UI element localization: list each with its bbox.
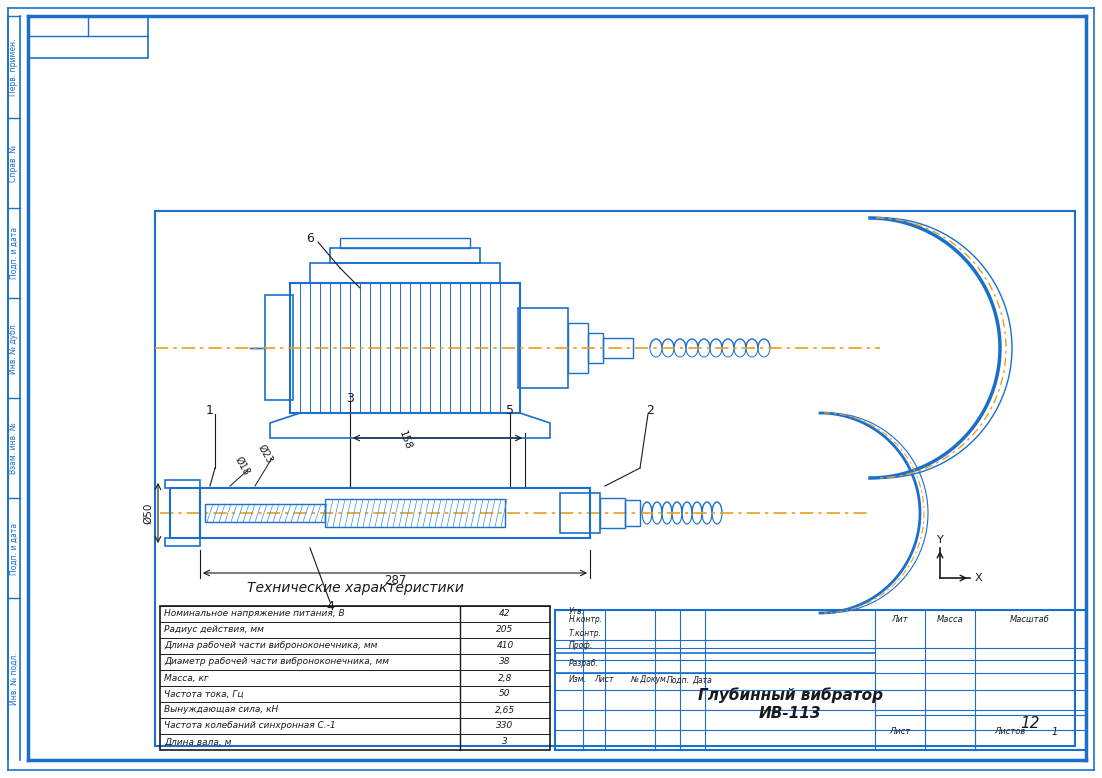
Text: 158: 158 [397,429,413,451]
Bar [625,500,640,526]
Text: Технические характеристики: Технические характеристики [247,581,464,595]
Bar [325,499,505,527]
Text: Масса, кг: Масса, кг [164,674,208,682]
Text: Глубинный вибратор: Глубинный вибратор [698,687,883,703]
Bar [199,488,590,538]
Bar [155,211,1074,746]
Text: № Докум.: № Докум. [630,675,668,685]
Text: Частота колебаний синхронная С.-1: Частота колебаний синхронная С.-1 [164,721,336,731]
Text: Инв. № дубл.: Инв. № дубл. [10,322,19,374]
Text: Листов: Листов [994,727,1026,737]
Text: X: X [974,573,982,583]
Text: Вынуждающая сила, кН: Вынуждающая сила, кН [164,706,278,714]
Text: Дата: Дата [692,675,712,685]
Text: Инв. № подл.: Инв. № подл. [10,653,19,706]
Text: Подп. и дата: Подп. и дата [10,227,19,279]
Text: ИВ-113: ИВ-113 [758,706,821,720]
Text: Y: Y [937,535,943,545]
Text: 3: 3 [503,738,508,747]
Text: 410: 410 [496,642,514,650]
Bar [518,308,568,388]
Text: Ø50: Ø50 [143,503,153,524]
Text: Диаметр рабочей части виброноконечника, мм: Диаметр рабочей части виброноконечника, … [164,657,389,667]
Bar [290,283,520,413]
Bar [599,498,625,528]
Text: 330: 330 [496,721,514,731]
Text: Проф.: Проф. [569,642,593,650]
Text: Частота тока, Гц: Частота тока, Гц [164,689,244,699]
Text: 2,65: 2,65 [495,706,515,714]
Text: Перв. примен.: Перв. примен. [10,38,19,96]
Text: 38: 38 [499,657,510,667]
Text: Масштаб: Масштаб [1011,615,1050,625]
Text: Подп. и дата: Подп. и дата [10,523,19,575]
Bar [560,493,599,533]
Text: Длина рабочей части виброноконечника, мм: Длина рабочей части виброноконечника, мм [164,642,377,650]
Text: Ø23: Ø23 [256,443,274,465]
Bar [264,295,293,400]
Text: 6: 6 [306,232,314,244]
Text: 12: 12 [1020,716,1040,731]
Text: 287: 287 [383,573,407,587]
Text: 5: 5 [506,404,514,416]
Bar [170,488,199,538]
Bar [205,504,325,522]
Bar [310,263,500,283]
Bar [568,323,588,373]
Text: 205: 205 [496,626,514,635]
Text: 2,8: 2,8 [498,674,512,682]
Text: Разраб.: Разраб. [569,658,598,668]
Text: Длина вала, м: Длина вала, м [164,738,231,747]
Bar [329,248,480,263]
Text: 2: 2 [646,404,653,416]
Bar [555,610,1085,750]
Text: Номинальное напряжение питания, В: Номинальное напряжение питания, В [164,609,345,619]
Text: 1: 1 [206,404,214,416]
Bar [160,606,550,750]
Bar [588,333,603,363]
Text: Лист: Лист [889,727,910,737]
Text: Лист: Лист [594,675,614,685]
Text: Утв.: Утв. [569,608,585,616]
Text: 1: 1 [1052,727,1058,737]
Text: 50: 50 [499,689,510,699]
Text: Т.контр.: Т.контр. [569,629,602,637]
Text: 3: 3 [346,391,354,405]
Text: Ø18: Ø18 [233,455,251,477]
Text: 4: 4 [326,600,334,612]
Bar [28,16,148,58]
Text: Подп.: Подп. [667,675,690,685]
Text: Справ. №: Справ. № [10,145,19,181]
Text: Взам. инв. №: Взам. инв. № [10,422,19,474]
Text: Масса: Масса [937,615,963,625]
Text: Лит: Лит [892,615,908,625]
Text: Н.контр.: Н.контр. [569,615,603,623]
Text: 42: 42 [499,609,510,619]
Text: Радиус действия, мм: Радиус действия, мм [164,626,263,635]
Bar [341,238,469,248]
Bar [603,338,633,358]
Text: Изм.: Изм. [569,675,587,685]
